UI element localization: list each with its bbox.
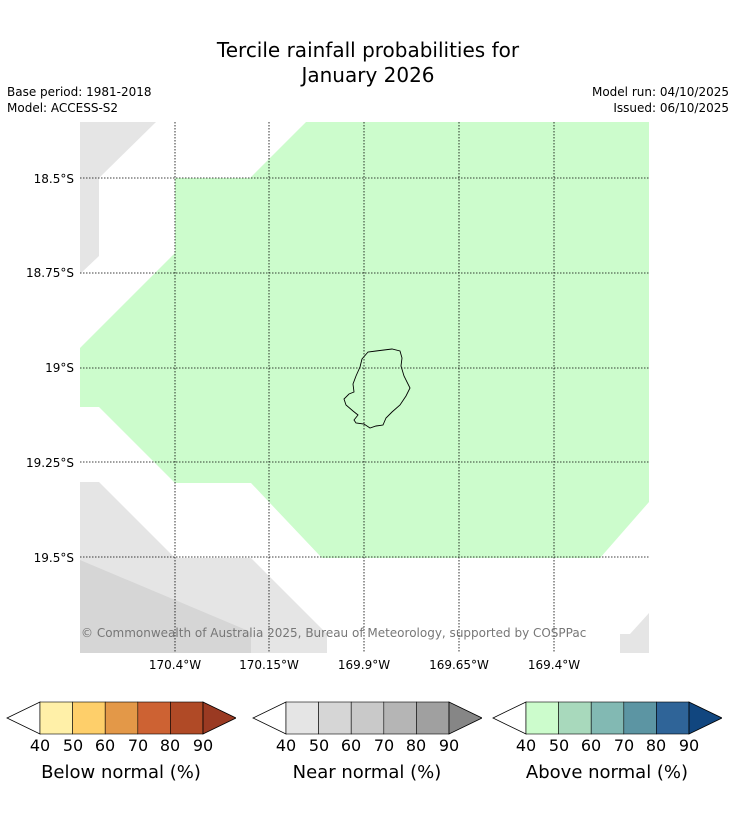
legend-near-swatch-80	[416, 701, 450, 735]
legend-below-tick-50: 50	[62, 736, 84, 755]
legend-below-normal: 40 50 60 70 80 90 Below normal (%)	[6, 700, 236, 790]
map-title: Tercile rainfall probabilities for Janua…	[0, 38, 736, 88]
legend-above-colorbar	[492, 701, 722, 735]
near-normal-region-dark	[80, 560, 251, 653]
model-name: Model: ACCESS-S2	[7, 101, 119, 115]
legend-below-tick-80: 80	[159, 736, 181, 755]
legend-near-tick-70: 70	[373, 736, 395, 755]
issued-date: Issued: 06/10/2025	[613, 101, 729, 115]
legend-below-extend-low	[6, 701, 41, 735]
legend-near-tick-60: 60	[340, 736, 362, 755]
legend-below-swatch-40	[39, 701, 73, 735]
lat-label-4: 19.25°S	[26, 456, 74, 470]
legend-near-normal: 40 50 60 70 80 90 Near normal (%)	[252, 700, 482, 790]
legend-below-tick-90: 90	[192, 736, 214, 755]
lat-label-2: 18.75°S	[26, 266, 74, 280]
legend-above-normal: 40 50 60 70 80 90 Above normal (%)	[492, 700, 722, 790]
legend-near-tick-80: 80	[405, 736, 427, 755]
lon-label-2: 170.15°W	[239, 658, 299, 672]
meta-left: Base period: 1981-2018 Model: ACCESS-S2	[7, 84, 152, 116]
legend-above-label: Above normal (%)	[525, 762, 689, 783]
lon-label-1: 170.4°W	[148, 658, 202, 672]
legend-above-swatch-60	[590, 701, 625, 735]
map-panel	[80, 122, 649, 653]
legend-above-tick-60: 60	[580, 736, 602, 755]
island-outline	[343, 348, 411, 429]
legend-above-tick-70: 70	[613, 736, 635, 755]
legend-near-swatch-60	[350, 701, 385, 735]
copyright-notice: © Commonwealth of Australia 2025, Bureau…	[81, 626, 587, 640]
legend-above-swatch-50	[558, 701, 592, 735]
lat-label-5: 19.5°S	[33, 551, 74, 565]
gridlines	[80, 122, 649, 653]
legend-below-label: Below normal (%)	[41, 762, 201, 783]
legend-below-swatch-50	[72, 701, 106, 735]
legend-near-tick-40: 40	[275, 736, 297, 755]
legend-above-extend-low	[492, 701, 527, 735]
legend-below-tick-70: 70	[127, 736, 149, 755]
legend-above-swatch-70	[623, 701, 657, 735]
title-line-2: January 2026	[301, 63, 435, 87]
legend-near-extend-high	[448, 701, 482, 735]
legend-above-tick-90: 90	[678, 736, 700, 755]
legend-near-swatch-70	[383, 701, 417, 735]
legend-above-swatch-80	[656, 701, 690, 735]
legend-below-extend-high	[202, 701, 236, 735]
near-normal-region-bottom-right	[620, 613, 649, 653]
legend-below-colorbar	[6, 701, 236, 735]
map-canvas	[80, 122, 649, 653]
legend-near-swatch-50	[318, 701, 352, 735]
legend-above-tick-40: 40	[515, 736, 537, 755]
legend-near-swatch-40	[285, 701, 319, 735]
legend-above-extend-high	[688, 701, 722, 735]
legend-below-tick-60: 60	[94, 736, 116, 755]
legend-above-tick-80: 80	[645, 736, 667, 755]
legend-near-tick-50: 50	[308, 736, 330, 755]
base-period: Base period: 1981-2018	[7, 85, 152, 99]
lat-label-3: 19°S	[45, 361, 74, 375]
near-normal-region-top-left	[80, 122, 156, 274]
legend-near-colorbar	[252, 701, 482, 735]
legend-below-swatch-80	[170, 701, 204, 735]
lat-label-1: 18.5°S	[33, 172, 74, 186]
legend-below-tick-40: 40	[29, 736, 51, 755]
title-line-1: Tercile rainfall probabilities for	[216, 38, 520, 62]
legend-below-swatch-60	[104, 701, 139, 735]
lon-label-3: 169.9°W	[337, 658, 391, 672]
legend-above-tick-50: 50	[548, 736, 570, 755]
legend-near-tick-90: 90	[438, 736, 460, 755]
above-normal-region	[80, 122, 649, 558]
meta-right: Model run: 04/10/2025 Issued: 06/10/2025	[592, 84, 729, 116]
legend-near-label: Near normal (%)	[292, 762, 442, 783]
legend-above-swatch-40	[525, 701, 559, 735]
legend-near-extend-low	[252, 701, 287, 735]
lon-label-4: 169.65°W	[429, 658, 489, 672]
lon-label-5: 169.4°W	[527, 658, 581, 672]
model-run: Model run: 04/10/2025	[591, 85, 729, 99]
legend-below-swatch-70	[137, 701, 171, 735]
